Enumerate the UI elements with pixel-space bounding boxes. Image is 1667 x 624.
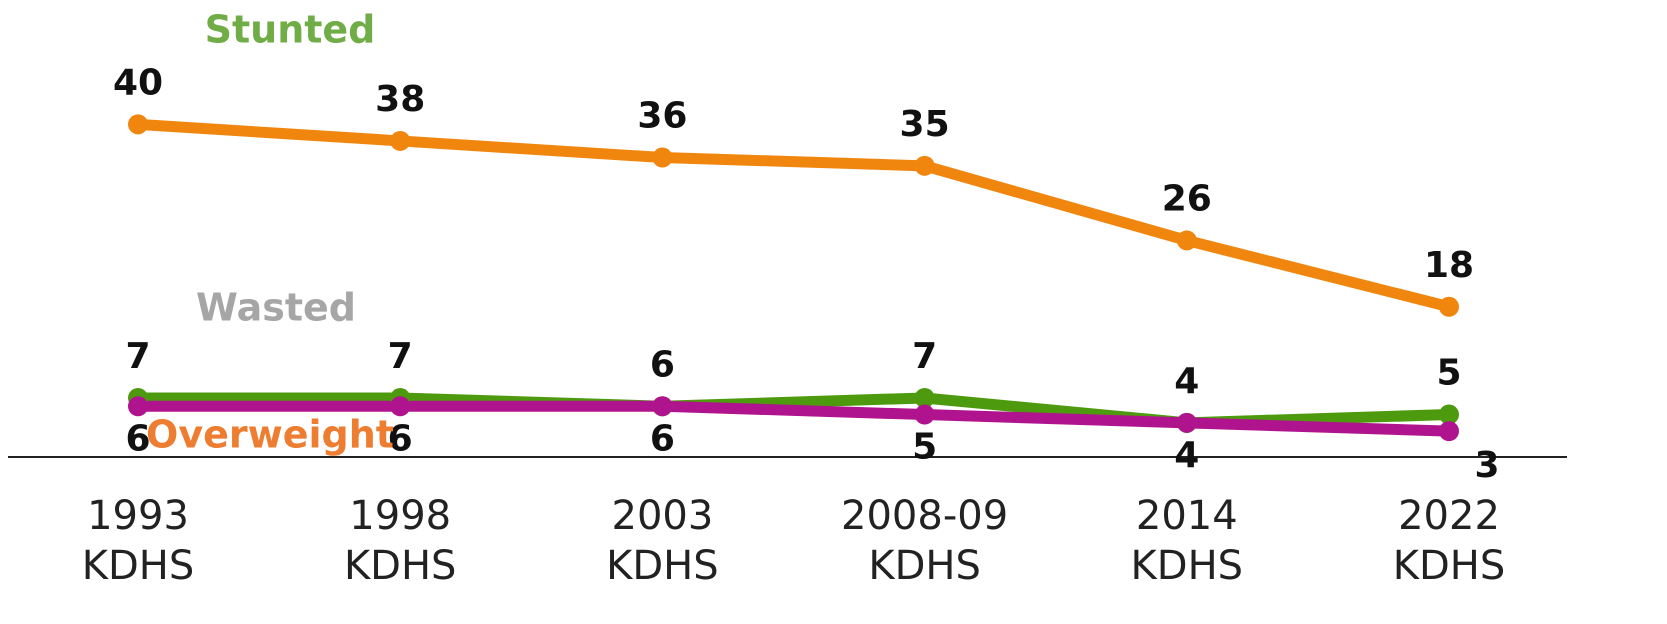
point — [1439, 296, 1459, 317]
point — [652, 396, 673, 417]
point — [1176, 412, 1197, 433]
data-label: 40 — [113, 62, 163, 103]
data-label: 6 — [388, 418, 413, 459]
series-label: Overweight — [146, 413, 394, 457]
point — [128, 396, 148, 417]
x-tick-label: 2003 KDHS — [606, 493, 719, 589]
point — [914, 387, 935, 408]
series-line — [138, 400, 1450, 437]
point — [914, 155, 935, 176]
data-label: 6 — [125, 418, 150, 459]
x-tick-label: 1993 KDHS — [82, 493, 195, 589]
data-label: 7 — [388, 336, 413, 377]
data-label: 26 — [1162, 178, 1212, 219]
series-label: Wasted — [196, 286, 356, 330]
data-label: 35 — [900, 104, 950, 145]
data-label: 18 — [1424, 245, 1474, 286]
x-tick-label: 1998 KDHS — [344, 493, 457, 589]
point — [1439, 421, 1459, 442]
point — [128, 114, 148, 135]
series-label: Stunted — [205, 8, 376, 52]
data-label: 5 — [912, 427, 937, 468]
point — [1439, 404, 1459, 425]
data-label: 4 — [1174, 361, 1199, 402]
point — [390, 396, 411, 417]
data-label: 4 — [1174, 435, 1199, 476]
point — [390, 130, 411, 151]
x-tick-label: 2014 KDHS — [1131, 493, 1244, 589]
point — [914, 404, 935, 425]
data-label: 3 — [1474, 445, 1499, 486]
series-line — [137, 118, 1451, 313]
data-label: 7 — [125, 336, 150, 377]
data-label: 38 — [375, 79, 425, 120]
data-label: 6 — [650, 344, 675, 385]
data-label: 7 — [912, 336, 937, 377]
x-tick-label: 2008-09 KDHS — [841, 493, 1008, 589]
data-label: 5 — [1436, 353, 1461, 394]
data-label: 6 — [650, 418, 675, 459]
point — [652, 147, 673, 168]
point — [1176, 230, 1197, 251]
x-tick-label: 2022 KDHS — [1393, 493, 1506, 589]
data-label: 36 — [637, 96, 687, 137]
